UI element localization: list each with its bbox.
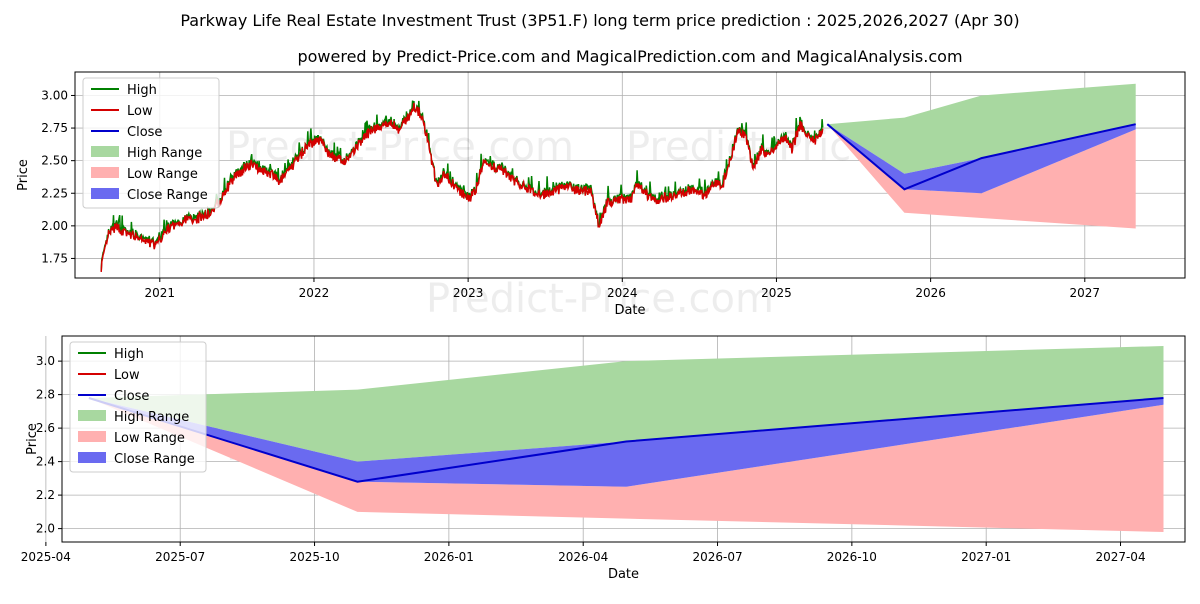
legend-swatch-patch [78,452,106,463]
x-tick-label: 2026-07 [692,550,742,564]
plot-area [100,83,1136,272]
y-axis-label: Price [25,423,40,455]
y-tick-label: 2.0 [36,522,55,536]
legend-swatch-patch [91,188,119,199]
y-tick-label: 2.4 [36,455,55,469]
plot-area [88,346,1164,532]
legend-label: Close [114,389,149,404]
legend-label: High [127,83,157,98]
x-tick-label: 2024 [607,286,638,300]
axes-frame [74,71,1186,279]
legend-label: Low [127,104,153,119]
y-tick-label: 2.50 [41,154,68,168]
x-axis-label: Date [608,567,639,582]
x-tick-label: 2025-10 [289,550,339,564]
legend-swatch-patch [78,410,106,421]
close-forecast-line [88,397,1164,483]
y-tick-label: 2.8 [36,388,55,402]
x-tick-label: 2026-04 [558,550,608,564]
x-tick-label: 2026 [915,286,946,300]
y-axis-label: Price [16,159,31,191]
chart-subtitle: powered by Predict-Price.com and Magical… [297,47,962,66]
x-tick-label: 2026-10 [827,550,877,564]
legend-label: High Range [127,146,202,161]
low-series-line [100,102,824,272]
y-tick-label: 1.75 [41,251,68,265]
legend-label: Low Range [114,431,185,446]
low-range-band [827,124,1136,229]
high-range-band [827,83,1136,174]
axes-frame [61,335,1186,543]
high-range-band [88,346,1164,462]
close-forecast-line [826,123,1136,191]
x-tick-label: 2027-01 [961,550,1011,564]
legend-swatch-patch [91,167,119,178]
y-tick-label: 2.00 [41,219,68,233]
x-tick-label: 2027-04 [1095,550,1145,564]
legend-swatch-patch [78,431,106,442]
x-tick-label: 2025 [761,286,792,300]
legend-label: Low [114,368,140,383]
low-range-band [88,398,1164,532]
chart-title: Parkway Life Real Estate Investment Trus… [180,11,1019,30]
y-tick-label: 2.25 [41,186,68,200]
legend-label: Close Range [114,452,195,467]
x-tick-label: 2025-07 [155,550,205,564]
legend-label: High Range [114,410,189,425]
y-tick-label: 2.6 [36,421,55,435]
legend-label: Close [127,125,162,140]
x-tick-label: 2027 [1070,286,1101,300]
x-tick-label: 2023 [453,286,484,300]
legend-label: High [114,347,144,362]
y-tick-label: 2.2 [36,488,55,502]
legend-label: Close Range [127,188,208,203]
x-tick-label: 2021 [145,286,176,300]
x-tick-label: 2026-01 [424,550,474,564]
x-tick-label: 2022 [299,286,330,300]
chart-panel-1: Predict-Price.com Predict-Price.comPredic… [16,71,1186,322]
y-tick-label: 2.75 [41,121,68,135]
watermark-text: Predict-Price.com [426,276,774,322]
x-tick-label: 2025-04 [21,550,71,564]
legend-label: Low Range [127,167,198,182]
watermark-text: Predict-Price.com [226,124,574,170]
y-tick-label: 3.00 [41,88,68,102]
y-tick-label: 3.0 [36,354,55,368]
x-axis-label: Date [614,303,645,318]
chart-panel-2: Predict-Price.comPredict-Price.com2025-0… [21,335,1186,582]
legend-swatch-patch [91,146,119,157]
